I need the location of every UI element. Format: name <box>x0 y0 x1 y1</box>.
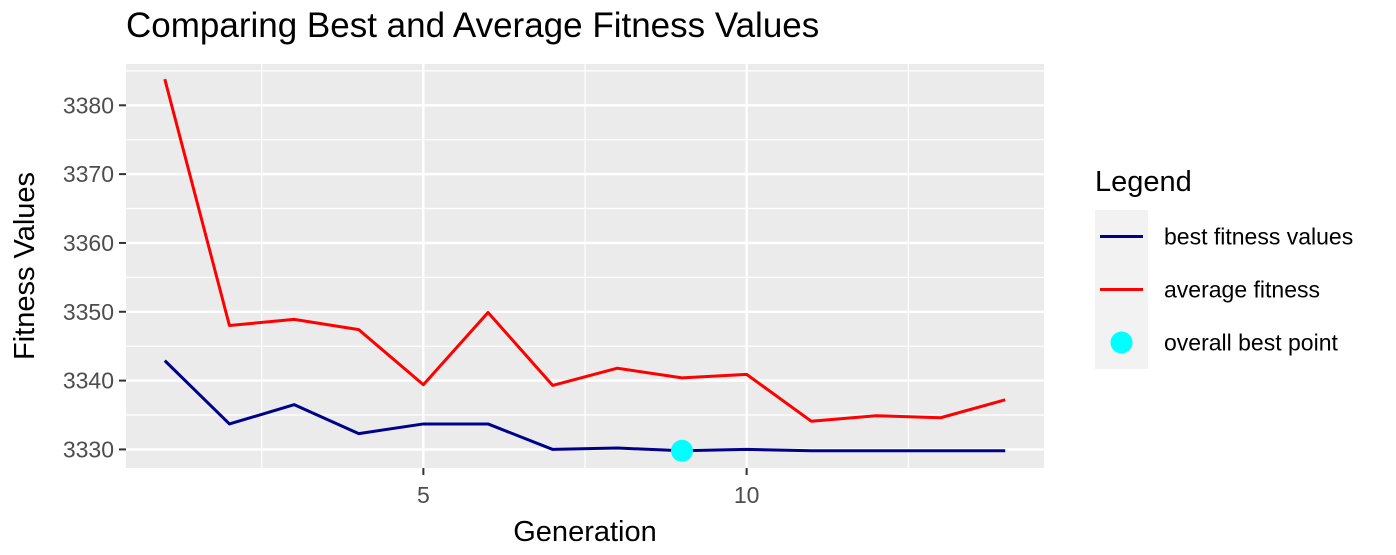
x-axis-title: Generation <box>513 516 657 548</box>
y-axis-title: Fitness Values <box>9 172 41 360</box>
legend-items: best fitness values average fitness overal… <box>1095 210 1353 369</box>
legend: Legend best fitness values average fitnes… <box>1095 166 1353 369</box>
series-line-best-fitness-values <box>163 359 1006 453</box>
series-layer <box>163 78 1006 453</box>
y-tick-label: 3350 <box>63 299 114 325</box>
points-layer <box>670 439 693 462</box>
series-line-average-fitness <box>163 78 1006 423</box>
y-tick-label: 3380 <box>63 92 114 118</box>
legend-label: best fitness values <box>1164 224 1353 250</box>
axis-ticks: 5 10 3330 3340 3350 3360 3370 3380 <box>63 92 760 508</box>
y-tick-label: 3370 <box>63 161 114 187</box>
x-tick-label: 5 <box>417 482 430 508</box>
chart-title: Comparing Best and Average Fitness Value… <box>126 6 819 45</box>
y-tick-label: 3330 <box>63 436 114 462</box>
legend-title: Legend <box>1095 166 1192 198</box>
minor-gridlines <box>126 64 1044 468</box>
x-tick-label: 10 <box>734 482 760 508</box>
legend-key-point <box>1110 331 1133 354</box>
legend-label: overall best point <box>1164 330 1338 356</box>
y-tick-label: 3360 <box>63 230 114 256</box>
y-tick-label: 3340 <box>63 368 114 394</box>
legend-label: average fitness <box>1164 277 1320 303</box>
overall-best-point-marker <box>670 439 693 462</box>
